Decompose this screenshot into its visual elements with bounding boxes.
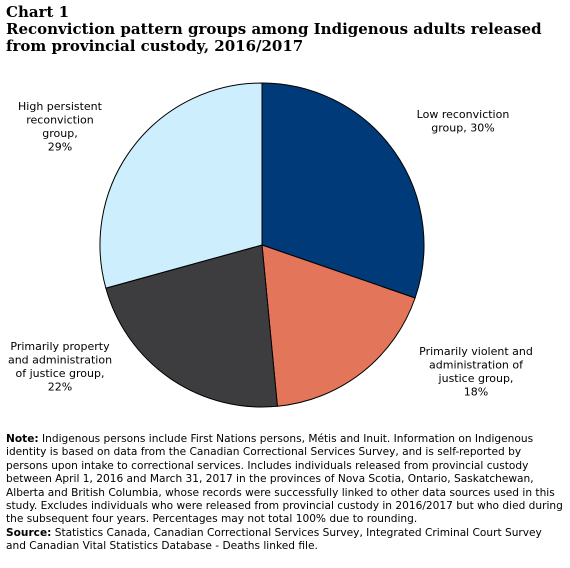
chart-number: Chart 1 [6, 3, 70, 21]
note-label: Note: [6, 433, 39, 445]
slice-label: 29% [48, 141, 72, 154]
pie-slice [99, 82, 263, 289]
slice-label: 18% [464, 386, 488, 399]
pie-slice [261, 82, 425, 299]
slice-label: High persistent [18, 100, 103, 113]
pie-slice [105, 244, 278, 408]
slice-label: group, 30% [431, 122, 494, 135]
slice-label: Primarily property [10, 340, 110, 353]
slice-label: reconviction [26, 114, 94, 127]
note: Note: Indigenous persons include First N… [6, 433, 564, 527]
slice-label: and administration [8, 354, 112, 367]
chart-title: Reconviction pattern groups among Indige… [6, 20, 542, 55]
source-label: Source: [6, 526, 52, 539]
slice-label: administration of [429, 359, 524, 372]
slice-label: group, [42, 127, 77, 140]
header: Chart 1 Reconviction pattern groups amon… [6, 4, 562, 55]
source-text: Statistics Canada, Canadian Correctional… [6, 526, 542, 553]
notes: Note: Indigenous persons include First N… [6, 433, 564, 554]
slice-label: Low reconviction [417, 108, 510, 121]
slice-label: Primarily violent and [419, 345, 533, 358]
source: Source: Statistics Canada, Canadian Corr… [6, 527, 564, 554]
slice-label: justice group, [438, 372, 514, 385]
note-text: Indigenous persons include First Nations… [6, 433, 563, 526]
slice-label: 22% [48, 381, 72, 394]
pie-slice [261, 244, 416, 407]
slice-label: of justice group, [16, 367, 105, 380]
